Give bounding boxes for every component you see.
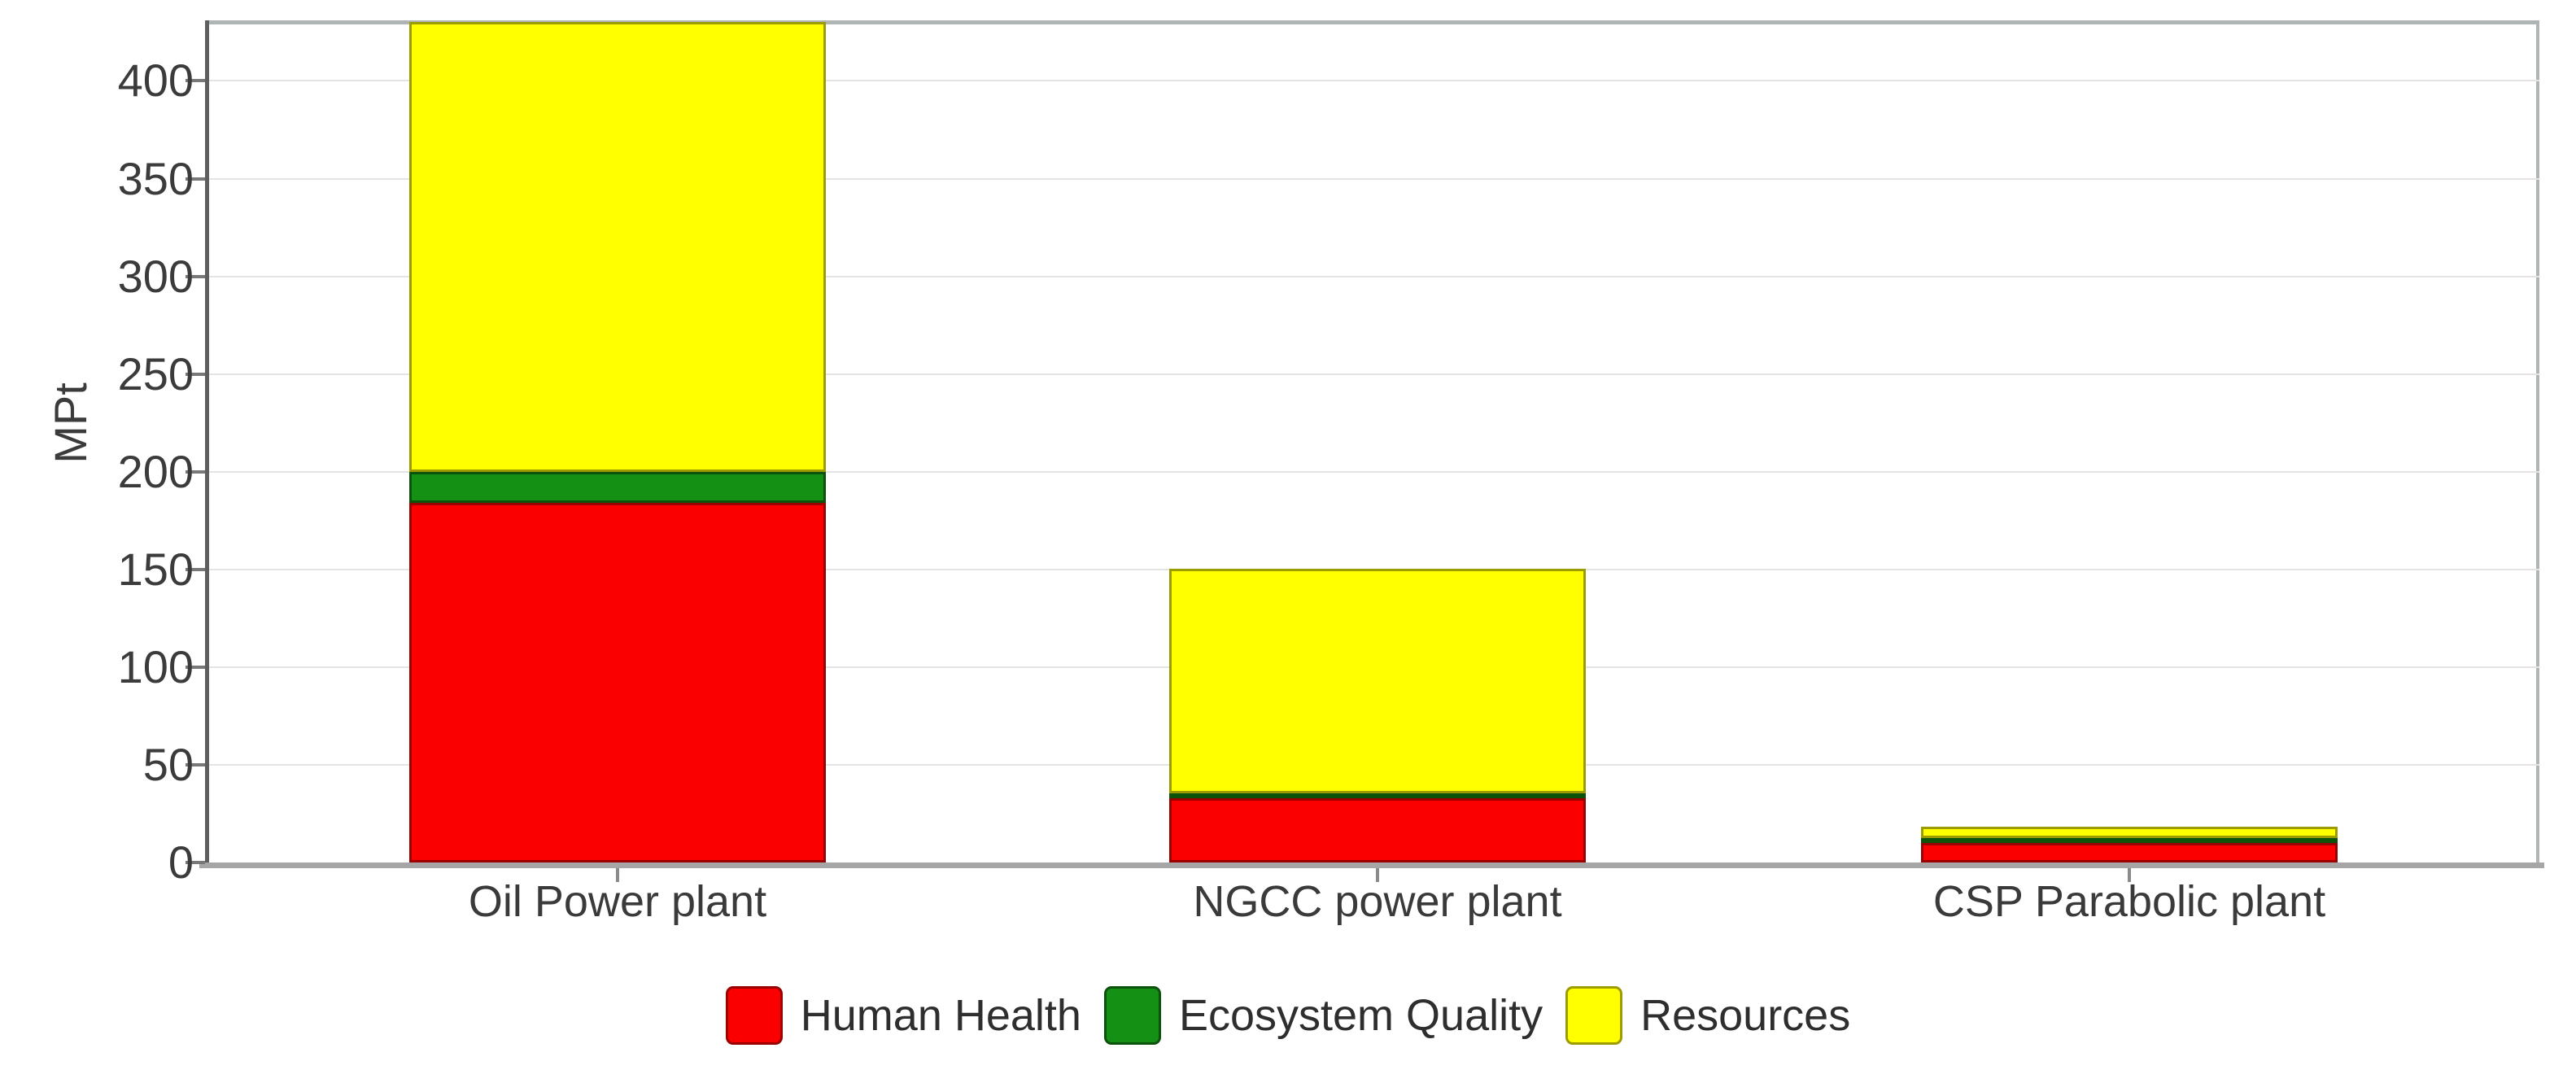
gridline-300 [205,275,2539,277]
plot-area [205,20,2539,862]
y-tick-label-150: 150 [117,543,194,595]
plot-frame-top [205,20,2539,24]
y-tick-label-300: 300 [117,250,194,302]
y-tick-label-0: 0 [168,836,194,888]
legend: Human Health Ecosystem Quality Resources [0,986,2576,1045]
segment-resources [409,22,826,472]
segment-ecosystem-quality [1169,793,1586,798]
x-category-label-3: CSP Parabolic plant [1932,877,2326,926]
gridline-250 [205,373,2539,375]
bar-csp-parabolic-plant [1921,826,2338,862]
legend-swatch-human-health [725,986,783,1045]
segment-human-health [1921,843,2338,862]
y-tick-label-200: 200 [117,445,194,497]
y-tick-mark-400 [186,79,205,83]
segment-ecosystem-quality [1921,838,2338,843]
y-axis-line [205,20,209,862]
y-tick-mark-200 [186,469,205,474]
legend-label: Ecosystem Quality [1178,991,1543,1040]
legend-item-resources: Resources [1565,986,1850,1045]
segment-resources [1169,568,1586,793]
segment-human-health [409,503,826,862]
bar-ngcc-power-plant [1169,568,1586,862]
y-tick-mark-50 [186,762,205,766]
x-tick-mark-3 [2128,868,2131,882]
gridline-350 [205,177,2539,180]
legend-label: Human Health [800,991,1081,1040]
legend-item-human-health: Human Health [725,986,1081,1045]
segment-resources [1921,826,2338,838]
y-tick-mark-150 [186,567,205,571]
y-tick-mark-350 [186,177,205,181]
x-category-label-2: NGCC power plant [1193,877,1562,926]
x-tick-mark-1 [616,868,619,882]
y-tick-label-400: 400 [117,55,194,107]
y-tick-mark-300 [186,274,205,278]
segment-human-health [1169,797,1586,862]
y-tick-mark-0 [186,861,205,864]
bar-oil-power-plant [409,22,826,862]
segment-ecosystem-quality [409,471,826,504]
legend-label: Resources [1640,991,1851,1040]
x-axis-line [199,862,2544,868]
legend-swatch-resources [1565,986,1623,1045]
y-tick-label-50: 50 [142,738,194,790]
x-category-label-1: Oil Power plant [468,877,767,926]
y-tick-mark-250 [186,372,205,376]
plot-frame-right [2536,20,2539,862]
legend-swatch-ecosystem-quality [1103,986,1161,1045]
y-tick-label-350: 350 [117,152,194,204]
y-tick-mark-100 [186,665,205,669]
y-tick-label-250: 250 [117,347,194,400]
x-tick-mark-2 [1376,868,1379,882]
gridline-400 [205,80,2539,82]
gridline-200 [205,470,2539,473]
legend-item-ecosystem-quality: Ecosystem Quality [1103,986,1543,1045]
y-tick-label-100: 100 [117,640,194,692]
